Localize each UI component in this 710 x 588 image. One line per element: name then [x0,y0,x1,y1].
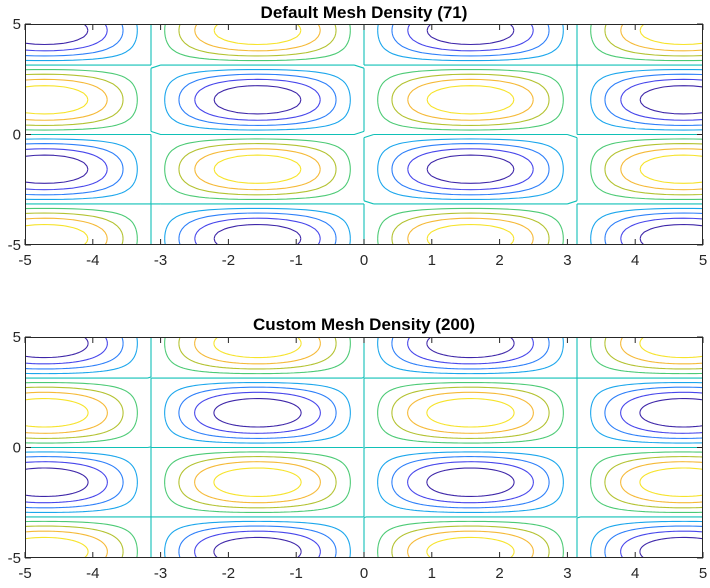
x-tick-label: 4 [631,252,639,269]
x-tick-label: 2 [495,252,503,269]
y-tick-label: -5 [8,550,21,567]
x-tick-label: 5 [699,565,707,582]
x-tick-label: 1 [428,565,436,582]
x-tick-label: 3 [563,565,571,582]
y-tick-label: 0 [13,127,21,144]
x-tick-label: 1 [428,252,436,269]
x-tick-label: -2 [222,565,235,582]
chart-title-custom: Custom Mesh Density (200) [253,315,475,334]
contour-level-0 [25,337,703,558]
contour-level-0p8 [25,24,703,245]
x-tick-label: -1 [290,565,303,582]
x-tick-label: 0 [360,252,368,269]
x-tick-label: 4 [631,565,639,582]
x-tick-label: -3 [154,565,167,582]
x-tick-label: -3 [154,252,167,269]
x-tick-label: 2 [495,565,503,582]
contour-level-neg0p4 [25,24,703,245]
x-tick-label: 5 [699,252,707,269]
contour-level-0 [25,24,703,245]
y-tick-label: 5 [13,329,21,346]
x-tick-label: -4 [86,252,99,269]
contour-level-0p6 [25,24,703,245]
y-tick-label: 0 [13,440,21,457]
contour-lines [25,337,703,558]
x-tick-label: -5 [18,565,31,582]
contour-lines [25,24,703,245]
contour-level-neg0p2 [25,24,703,245]
x-tick-label: 0 [360,565,368,582]
y-tick-label: -5 [8,237,21,254]
x-tick-label: 3 [563,252,571,269]
chart-title-default: Default Mesh Density (71) [261,3,468,22]
contour-panel-custom: Custom Mesh Density (200) -5 -4 -3 -2 -1 0 1 2 3… [8,315,708,582]
x-tick-label: -5 [18,252,31,269]
contour-level-0p2 [25,24,703,245]
x-tick-label: -4 [86,565,99,582]
x-tick-label: -1 [290,252,303,269]
x-tick-label: -2 [222,252,235,269]
y-tick-label: 5 [13,16,21,33]
contour-level-neg0p6 [25,24,703,245]
contour-level-neg0p8 [25,24,703,245]
contour-panel-default: Default Mesh Density (71) -5 -4 -3 -2 -1 0 1 2 3… [8,3,708,269]
